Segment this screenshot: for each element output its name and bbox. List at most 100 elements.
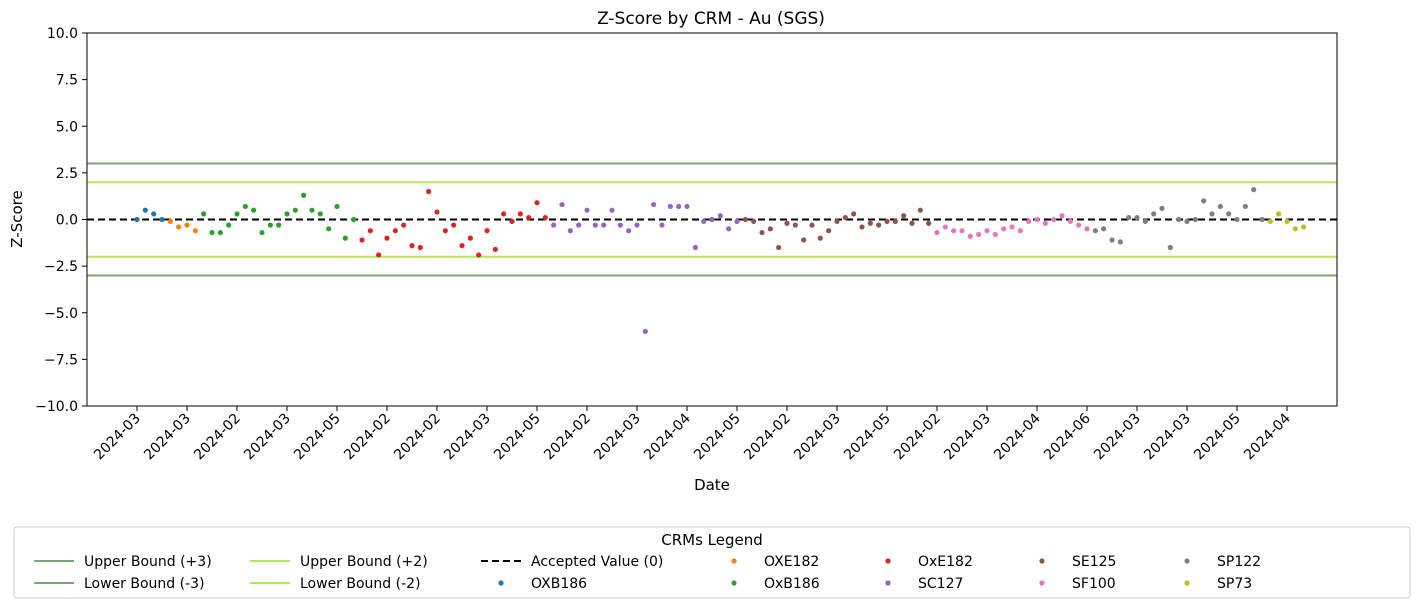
x-tick-label: 2024-05 <box>691 411 744 464</box>
legend-item-sc127: SC127 <box>885 576 963 592</box>
data-point-sp122 <box>1234 216 1240 223</box>
data-point-se125 <box>926 220 932 226</box>
data-point-sf100 <box>934 229 940 236</box>
data-point-sf100 <box>976 231 982 238</box>
legend-item-upper-bound-2: Upper Bound (+2) <box>250 554 428 570</box>
data-point-oxe182 <box>176 224 182 230</box>
data-point-sp122 <box>1217 203 1223 210</box>
data-point-oxe182 <box>451 222 457 228</box>
data-point-sp122 <box>1251 187 1257 193</box>
x-tick-label: 2024-02 <box>391 411 444 464</box>
data-point-oxe182 <box>392 228 398 234</box>
legend-item-accepted-value-0: Accepted Value (0) <box>481 554 663 570</box>
x-axis-label: Date <box>694 476 730 494</box>
data-point-sp122 <box>1126 215 1132 221</box>
legend-label: SP73 <box>1217 576 1252 592</box>
data-point-sc127 <box>642 328 648 334</box>
data-point-oxb186 <box>234 211 240 217</box>
data-point-sp73 <box>1267 218 1273 224</box>
legend-marker <box>1039 558 1045 564</box>
data-point-oxe182 <box>459 243 465 249</box>
legend-item-sp122: SP122 <box>1184 554 1261 570</box>
data-point-oxb186 <box>251 207 257 213</box>
data-point-sp122 <box>1101 226 1107 232</box>
data-point-sc127 <box>609 207 615 213</box>
data-point-sp73 <box>1276 211 1282 217</box>
y-tick-label: −10.0 <box>35 399 78 415</box>
data-point-sc127 <box>592 222 598 228</box>
x-tick-label: 2024-02 <box>541 411 594 464</box>
data-point-sp122 <box>1201 198 1207 204</box>
legend-marker <box>1184 580 1190 586</box>
data-point-oxe182 <box>384 235 390 241</box>
data-point-sc127 <box>709 216 715 223</box>
data-point-oxe182 <box>442 228 448 234</box>
data-point-oxe182 <box>376 252 382 258</box>
data-point-se125 <box>834 218 840 224</box>
data-point-sc127 <box>551 222 557 228</box>
legend-label: Upper Bound (+2) <box>300 554 428 570</box>
data-point-se125 <box>759 229 765 236</box>
legend-label: OxE182 <box>918 554 973 570</box>
legend-item-oxb186: OXB186 <box>498 576 587 592</box>
data-point-oxe182 <box>526 215 532 221</box>
data-point-oxe182 <box>476 252 482 258</box>
data-point-oxe182 <box>367 228 373 234</box>
data-point-sp122 <box>1259 216 1265 223</box>
data-point-sf100 <box>942 224 948 230</box>
x-tick-label: 2024-03 <box>241 411 294 464</box>
legend-label: SP122 <box>1217 554 1261 570</box>
y-tick-label: 5.0 <box>56 119 78 135</box>
data-point-sp122 <box>1226 211 1232 217</box>
data-point-oxb186 <box>259 229 265 236</box>
x-tick-label: 2024-05 <box>491 411 544 464</box>
y-tick-label: 0.0 <box>56 213 78 229</box>
data-point-oxb186 <box>201 211 207 217</box>
x-tick-label: 2024-03 <box>591 411 644 464</box>
legend-item-sf100: SF100 <box>1039 576 1116 592</box>
chart-title: Z-Score by CRM - Au (SGS) <box>597 9 825 29</box>
data-point-sf100 <box>1026 218 1032 224</box>
x-tick-label: 2024-02 <box>741 411 794 464</box>
y-tick-label: 7.5 <box>56 73 78 89</box>
legend-label: Lower Bound (-3) <box>84 576 205 592</box>
data-point-sf100 <box>1059 213 1065 219</box>
data-point-sf100 <box>1076 222 1082 228</box>
y-tick-label: −7.5 <box>44 352 78 368</box>
data-point-oxb186 <box>309 207 315 213</box>
data-point-sf100 <box>992 231 998 238</box>
data-point-se125 <box>751 218 757 224</box>
legend-label: SE125 <box>1072 554 1116 570</box>
legend-label: OXE182 <box>764 554 819 570</box>
data-point-sf100 <box>967 233 973 239</box>
data-point-sc127 <box>576 222 582 228</box>
data-point-se125 <box>867 220 873 226</box>
data-point-oxe182 <box>542 215 548 221</box>
data-point-se125 <box>742 216 748 223</box>
data-point-se125 <box>776 244 782 251</box>
data-point-sc127 <box>726 226 732 232</box>
x-tick-label: 2024-03 <box>941 411 994 464</box>
data-point-oxe182 <box>409 243 415 249</box>
data-point-oxb186 <box>151 211 157 217</box>
data-point-sc127 <box>676 203 682 210</box>
x-tick-label: 2024-04 <box>1241 410 1294 463</box>
x-tick-label: 2024-05 <box>291 411 344 464</box>
data-point-sf100 <box>1017 228 1023 234</box>
x-tick-label: 2024-03 <box>91 411 144 464</box>
data-point-se125 <box>909 220 915 226</box>
data-point-oxb186 <box>284 211 290 217</box>
data-point-sc127 <box>734 218 740 224</box>
data-point-oxb186 <box>134 216 140 223</box>
data-point-oxe182 <box>517 211 523 217</box>
x-tick-label: 2024-03 <box>441 411 494 464</box>
legend-marker <box>1184 558 1190 564</box>
data-point-se125 <box>892 218 898 224</box>
data-point-sf100 <box>984 228 990 234</box>
data-point-se125 <box>809 222 815 228</box>
data-point-oxe182 <box>359 237 365 243</box>
x-tick-label: 2024-03 <box>1141 411 1194 464</box>
data-point-sp122 <box>1184 218 1190 224</box>
legend-item-se125: SE125 <box>1039 554 1116 570</box>
